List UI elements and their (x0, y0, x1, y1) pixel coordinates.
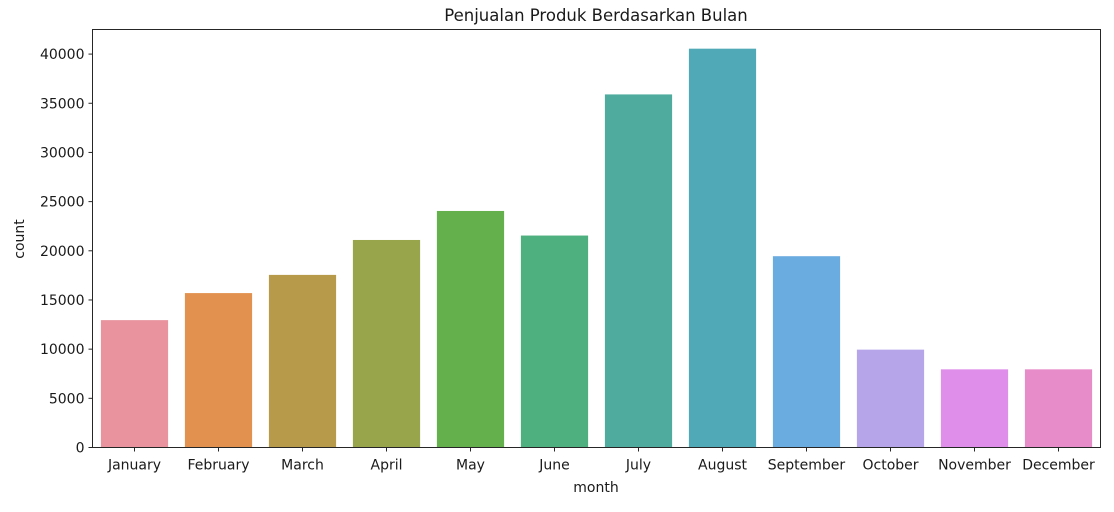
x-tick-label: March (281, 458, 324, 474)
y-tick-label: 20000 (40, 244, 85, 260)
bar-august (688, 48, 757, 448)
y-tick-label: 30000 (40, 145, 85, 161)
y-tick-label: 5000 (49, 391, 85, 407)
y-tick-label: 15000 (40, 293, 85, 309)
y-tick-label: 25000 (40, 195, 85, 211)
chart-title: Penjualan Produk Berdasarkan Bulan (444, 6, 747, 25)
y-axis-ticks: 0 5000 10000 15000 20000 25000 30000 35000 40000 (40, 47, 93, 457)
bar-july (604, 94, 673, 448)
x-axis-ticks: January February March April May June July Augu… (107, 447, 1095, 474)
bar-may (436, 210, 505, 448)
y-tick-label: 10000 (40, 342, 85, 358)
y-tick-label: 40000 (40, 47, 85, 63)
x-axis-label: month (573, 480, 618, 496)
plot-frame (92, 29, 1101, 448)
bar-february (184, 293, 253, 448)
bar-november (940, 369, 1009, 448)
x-tick-label: December (1022, 458, 1095, 474)
bar-january (100, 320, 169, 448)
x-tick-label: April (371, 458, 403, 474)
bar-april (352, 239, 421, 448)
x-tick-label: February (187, 458, 249, 474)
y-axis-label: count (12, 219, 28, 259)
x-tick-label: January (107, 458, 161, 474)
x-tick-label: August (698, 458, 748, 474)
bar-march (268, 274, 337, 448)
y-tick-label: 35000 (40, 96, 85, 112)
x-tick-label: September (768, 458, 846, 474)
bar-october (856, 349, 925, 448)
bar-december (1024, 369, 1093, 448)
x-tick-label: July (625, 458, 651, 474)
bar-june (520, 235, 589, 448)
y-tick-label: 0 (76, 441, 85, 457)
x-tick-label: May (456, 458, 485, 474)
x-tick-label: October (862, 458, 918, 474)
x-tick-label: November (938, 458, 1011, 474)
x-tick-label: June (538, 458, 570, 474)
bars-group (100, 48, 1093, 448)
bar-september (772, 256, 841, 448)
